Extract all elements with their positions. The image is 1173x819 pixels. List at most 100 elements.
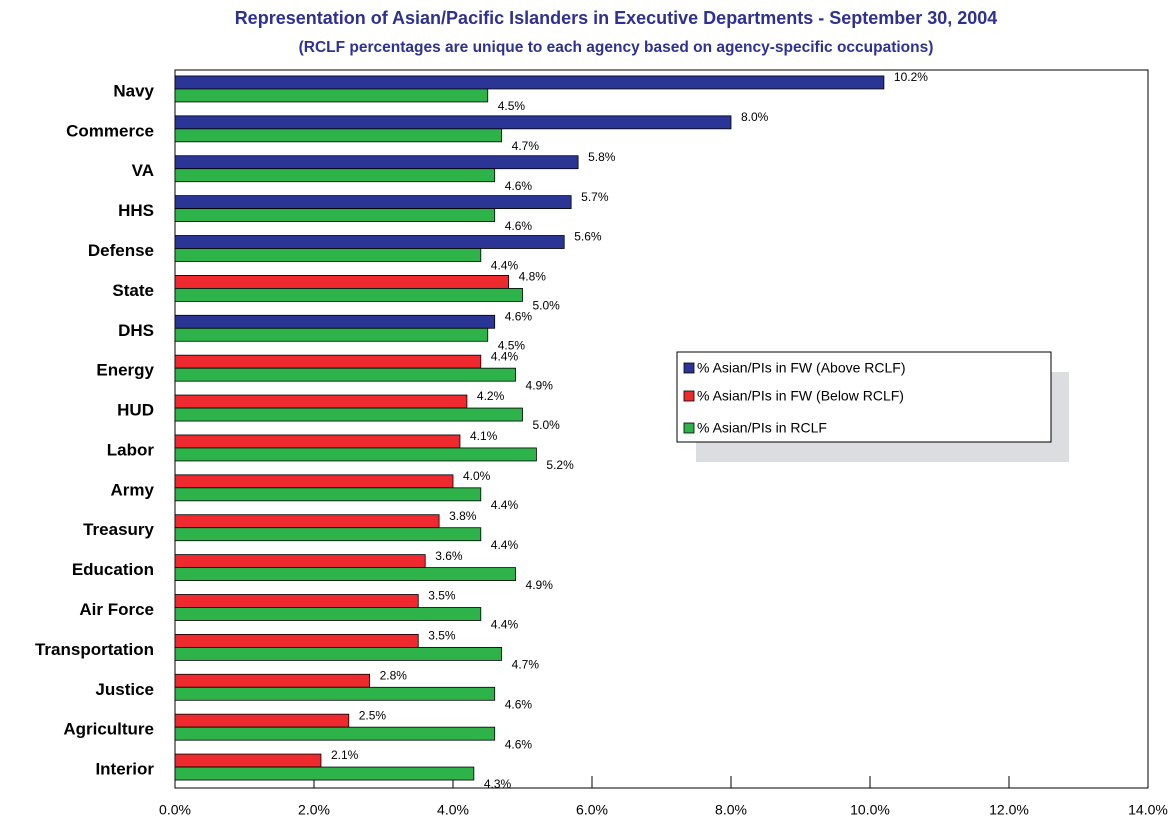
category-label: HUD	[117, 401, 154, 420]
value-label: 5.6%	[574, 230, 602, 244]
chart-subtitle: (RCLF percentages are unique to each age…	[299, 39, 934, 56]
value-label: 2.8%	[380, 668, 408, 682]
category-label: Army	[111, 480, 155, 499]
value-label: 4.1%	[470, 429, 498, 443]
category-label: Agriculture	[63, 720, 154, 739]
bar	[174, 88, 489, 103]
bar	[174, 753, 322, 768]
bar	[174, 168, 496, 183]
x-tick-label: 10.0%	[850, 802, 890, 818]
value-label: 4.4%	[491, 259, 519, 273]
bar	[174, 314, 496, 329]
bar	[174, 287, 523, 302]
category-label: State	[112, 281, 154, 300]
value-label: 4.4%	[491, 618, 519, 632]
legend-label: % Asian/PIs in FW (Above RCLF)	[697, 360, 906, 376]
x-tick-label: 6.0%	[576, 802, 608, 818]
category-label: Education	[72, 560, 154, 579]
value-label: 4.0%	[463, 469, 491, 483]
value-label: 4.3%	[484, 777, 512, 791]
legend-swatch	[683, 390, 695, 402]
bar	[174, 713, 350, 728]
legend-swatch	[683, 362, 695, 374]
bar	[174, 248, 482, 262]
x-tick-label: 2.0%	[298, 802, 330, 818]
bar	[174, 607, 482, 621]
value-label: 4.6%	[505, 697, 533, 711]
value-label: 3.8%	[449, 509, 477, 523]
x-tick-label: 12.0%	[989, 802, 1029, 818]
value-label: 4.6%	[505, 737, 533, 751]
value-label: 3.6%	[435, 549, 463, 563]
category-label: Transportation	[35, 640, 154, 659]
value-label: 3.5%	[428, 589, 456, 603]
value-label: 4.9%	[526, 578, 554, 592]
value-label: 5.2%	[546, 458, 574, 472]
value-label: 4.2%	[477, 389, 505, 403]
value-label: 5.7%	[581, 190, 609, 204]
bar	[174, 434, 461, 449]
bar	[174, 195, 572, 210]
value-label: 3.5%	[428, 629, 456, 643]
value-label: 4.6%	[505, 179, 533, 193]
value-label: 5.8%	[588, 150, 616, 164]
bar	[174, 354, 482, 369]
value-label: 10.2%	[894, 70, 928, 84]
bar	[174, 474, 454, 489]
bar	[174, 673, 371, 688]
bar	[174, 394, 468, 409]
bar	[174, 274, 510, 289]
bar	[174, 367, 516, 382]
value-label: 4.7%	[512, 658, 540, 672]
category-label: VA	[132, 161, 154, 180]
category-label: HHS	[118, 201, 154, 220]
bar	[174, 514, 440, 529]
bar	[174, 726, 496, 741]
category-label: Justice	[95, 680, 154, 699]
legend	[676, 351, 1052, 443]
value-label: 4.6%	[505, 309, 533, 323]
bar	[174, 554, 426, 569]
x-tick-label: 0.0%	[159, 802, 191, 818]
bar	[174, 594, 419, 608]
chart-title: Representation of Asian/Pacific Islander…	[235, 8, 998, 28]
value-label: 5.0%	[533, 299, 561, 313]
value-label: 5.0%	[533, 418, 561, 432]
plot-area	[174, 69, 1149, 789]
x-tick-label: 8.0%	[715, 802, 747, 818]
bar	[174, 487, 482, 502]
value-label: 8.0%	[741, 110, 769, 124]
value-label: 4.9%	[526, 378, 554, 392]
x-tick-label: 4.0%	[437, 802, 469, 818]
bar	[174, 646, 503, 661]
value-label: 4.5%	[498, 99, 526, 113]
bar	[174, 527, 482, 542]
legend-label: % Asian/PIs in FW (Below RCLF)	[697, 388, 904, 404]
legend-swatch	[683, 422, 695, 434]
category-label: Air Force	[79, 600, 154, 619]
value-label: 4.8%	[519, 270, 547, 284]
bar	[174, 155, 579, 170]
category-label: Labor	[107, 440, 155, 459]
value-label: 4.7%	[512, 139, 540, 153]
legend-label: % Asian/PIs in RCLF	[697, 420, 827, 436]
value-label: 4.4%	[491, 538, 519, 552]
value-label: 4.6%	[505, 219, 533, 233]
value-label: 4.4%	[491, 498, 519, 512]
bar	[174, 447, 537, 462]
category-label: Navy	[113, 81, 154, 100]
category-label: Energy	[96, 361, 154, 380]
value-label: 4.4%	[491, 349, 519, 363]
bar	[174, 686, 496, 701]
bar	[174, 766, 475, 781]
bar	[174, 235, 565, 249]
value-label: 2.1%	[331, 748, 359, 762]
category-label: Commerce	[66, 121, 154, 140]
bar	[174, 327, 489, 342]
bar	[174, 128, 503, 143]
value-label: 4.5%	[498, 338, 526, 352]
value-label: 2.5%	[359, 708, 387, 722]
category-label: Interior	[95, 760, 154, 779]
bar	[174, 567, 516, 582]
